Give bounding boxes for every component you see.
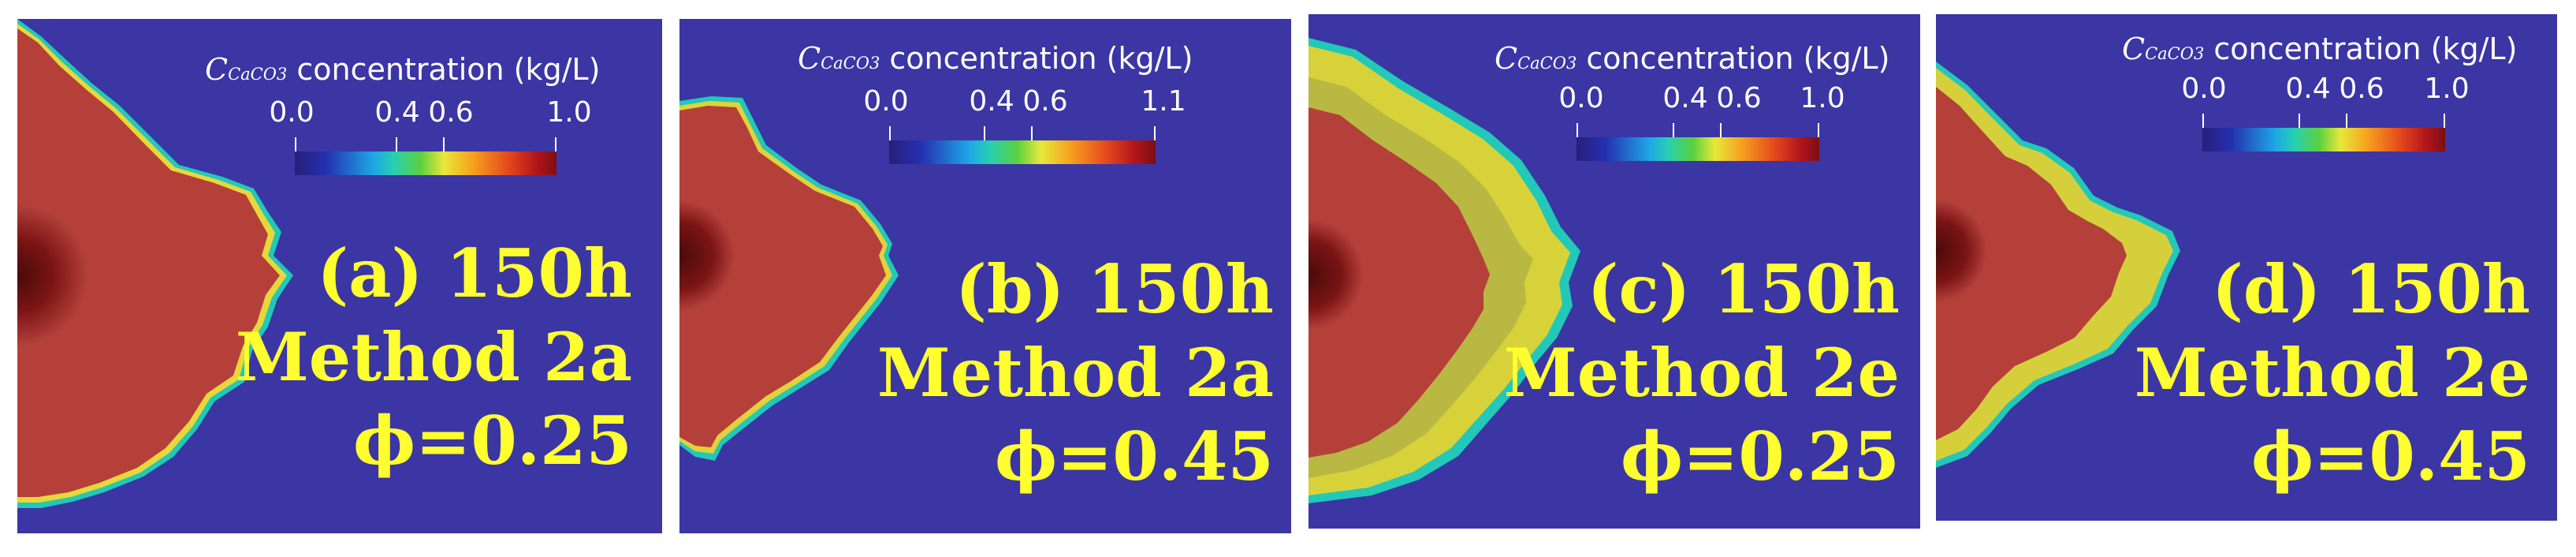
tick-label-b-1: 0.4 [969, 85, 1014, 118]
precipitate-body-b [679, 106, 886, 447]
tick-mark-a-0 [295, 137, 296, 151]
caption-a: (a) 150h Method 2a ϕ=0.25 [236, 232, 632, 483]
caption-phi-b: ϕ=0.45 [994, 417, 1274, 495]
precipitation-field-d [1936, 62, 2180, 468]
tick-label-a-2: 0.6 [428, 96, 474, 129]
tick-label-d-0: 0.0 [2181, 73, 2227, 105]
panel-d: CCaCO3 concentration (kg/L) 0.0 0.4 0.6 … [1936, 14, 2557, 521]
tick-label-c-3: 1.0 [1800, 82, 1845, 114]
colorbar-c [1576, 137, 1819, 161]
tick-label-d-1: 0.4 [2285, 73, 2331, 105]
tick-mark-b-1 [984, 126, 985, 140]
precipitation-field-c [1308, 38, 1580, 503]
tick-label-b-2: 0.6 [1022, 85, 1068, 118]
colorbar-b [889, 140, 1156, 164]
caption-phi-a: ϕ=0.25 [352, 402, 632, 480]
tick-label-d-2: 0.6 [2339, 73, 2384, 105]
caption-d: (d) 150h Method 2e ϕ=0.45 [2135, 248, 2530, 499]
panel-b: CCaCO3 concentration (kg/L) 0.0 0.4 0.6 … [679, 19, 1291, 533]
tick-mark-c-2 [1720, 123, 1722, 137]
tick-mark-a-1 [396, 137, 397, 151]
tick-mark-d-3 [2444, 114, 2445, 128]
caption-method-d: Method 2e [2134, 334, 2530, 412]
precipitate-body-d [1936, 87, 2127, 440]
caption-title-a: (a) 150h [317, 234, 632, 312]
caption-title-b: (b) 150h [955, 250, 1274, 328]
tick-mark-c-1 [1673, 123, 1674, 137]
colorbar-title-d: CCaCO3 concentration (kg/L) [2122, 32, 2518, 66]
tick-mark-b-3 [1154, 126, 1156, 140]
precipitate-body-c [1308, 107, 1490, 458]
panel-a: CCaCO3 concentration (kg/L) 0.0 0.4 0.6 … [17, 19, 662, 533]
tick-label-a-3: 1.0 [546, 96, 592, 129]
tick-label-c-0: 0.0 [1558, 82, 1604, 114]
tick-label-c-1: 0.4 [1662, 82, 1708, 114]
tick-label-a-0: 0.0 [269, 96, 315, 129]
tick-mark-c-0 [1576, 123, 1578, 137]
caption-method-c: Method 2e [1503, 334, 1900, 412]
tick-label-c-2: 0.6 [1716, 82, 1762, 114]
caption-method-a: Method 2a [235, 318, 632, 396]
caption-b: (b) 150h Method 2a ϕ=0.45 [877, 248, 1274, 499]
tick-mark-d-1 [2299, 114, 2300, 128]
tick-label-b-0: 0.0 [863, 85, 909, 118]
caption-phi-c: ϕ=0.25 [1620, 417, 1900, 495]
colorbar-d [2202, 128, 2445, 151]
precipitate-body-a [17, 28, 280, 497]
precipitation-field-a [17, 19, 293, 508]
tick-mark-d-0 [2202, 114, 2204, 128]
tick-mark-d-2 [2346, 114, 2347, 128]
caption-title-c: (c) 150h [1587, 250, 1900, 328]
precipitation-field-b [679, 96, 899, 461]
colorbar-title-b: CCaCO3 concentration (kg/L) [798, 41, 1193, 76]
tick-mark-b-0 [889, 126, 891, 140]
colorbar-title-a: CCaCO3 concentration (kg/L) [205, 52, 601, 87]
tick-label-b-3: 1.1 [1141, 85, 1186, 118]
caption-c: (c) 150h Method 2e ϕ=0.25 [1504, 248, 1900, 499]
colorbar-a [295, 151, 557, 175]
colorbar-title-c: CCaCO3 concentration (kg/L) [1495, 41, 1890, 76]
tick-label-d-3: 1.0 [2424, 73, 2470, 105]
caption-phi-d: ϕ=0.45 [2250, 417, 2530, 495]
panel-c: CCaCO3 concentration (kg/L) 0.0 0.4 0.6 … [1308, 14, 1920, 529]
caption-method-b: Method 2a [877, 334, 1274, 412]
tick-mark-a-2 [443, 137, 445, 151]
tick-mark-c-3 [1818, 123, 1819, 137]
tick-mark-a-3 [555, 137, 557, 151]
tick-label-a-1: 0.4 [374, 96, 420, 129]
caption-title-d: (d) 150h [2212, 250, 2530, 328]
tick-mark-b-2 [1031, 126, 1033, 140]
